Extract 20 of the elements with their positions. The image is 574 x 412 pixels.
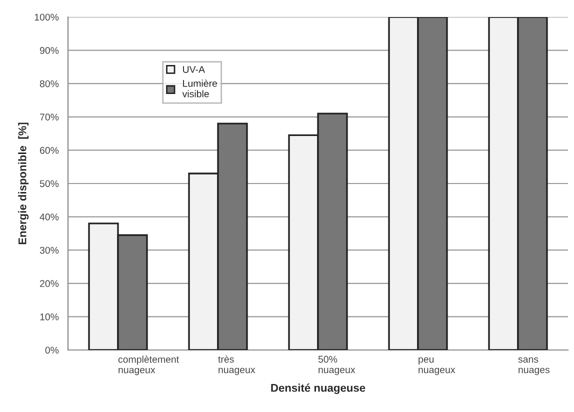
y-tick-label: 0% <box>45 346 59 354</box>
legend-label: Lumière visible <box>182 80 217 98</box>
legend-label: UV-A <box>183 66 205 73</box>
y-tick-label: 70% <box>40 114 59 121</box>
y-tick-label: 30% <box>40 246 59 254</box>
x-tick-label: très nuageux <box>218 355 256 376</box>
x-axis-title: Densité nuageuse <box>271 384 366 394</box>
y-tick-label: 50% <box>40 180 59 188</box>
y-tick-label: 80% <box>40 80 59 88</box>
y-tick-label: 10% <box>40 313 59 320</box>
y-tick-label: 60% <box>40 146 59 154</box>
y-tick-label: 20% <box>40 280 59 288</box>
y-axis-title: Energie disponible [%] <box>18 122 29 244</box>
x-tick-label: 50% nuageux <box>318 356 356 376</box>
y-tick-label: 100% <box>34 14 59 21</box>
x-tick-label: sans nuages <box>518 357 550 376</box>
x-tick-label: complètement nuageux <box>118 356 179 376</box>
y-tick-label: 90% <box>40 47 59 54</box>
y-tick-label: 40% <box>40 214 59 220</box>
x-tick-label: peu nuageux <box>418 357 456 376</box>
